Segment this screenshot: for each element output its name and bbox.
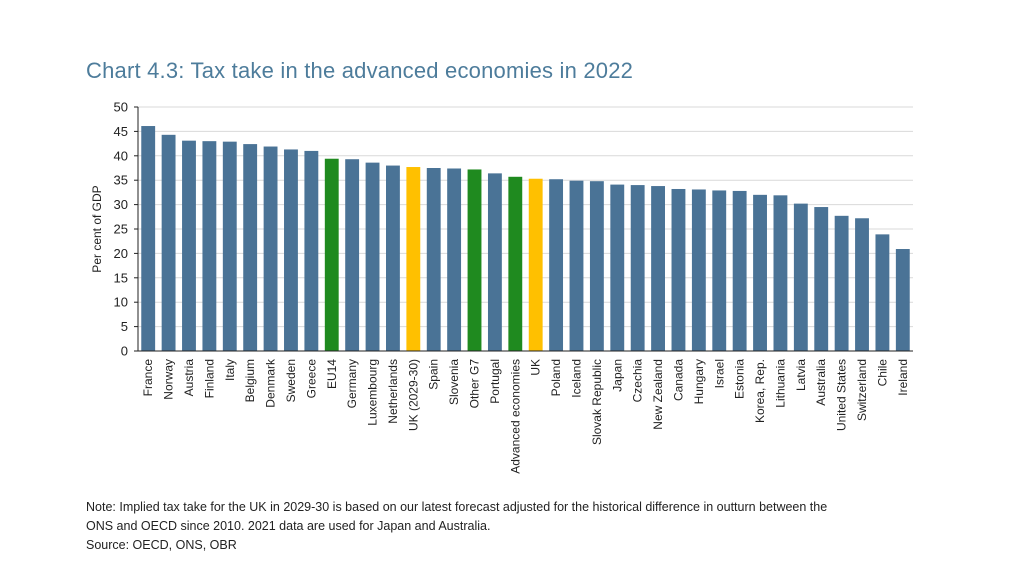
x-tick-label: Austria [182,359,196,397]
x-tick-label: Korea, Rep. [753,359,767,423]
y-axis-title: Per cent of GDP [90,185,104,272]
x-tick-label: Finland [202,359,216,398]
y-tick-label: 5 [121,319,128,334]
bar [651,186,665,351]
x-tick-label: Greece [304,359,318,399]
x-tick-label: Netherlands [386,359,400,424]
bar [386,165,400,351]
bar [753,194,767,351]
x-tick-label: Sweden [284,359,298,402]
x-tick-label: Norway [162,359,176,400]
chart-notes: Note: Implied tax take for the UK in 202… [86,498,926,555]
bar [182,140,196,351]
x-tick-label: Slovak Republic [590,359,604,445]
x-tick-label: Slovenia [447,359,461,405]
bar [345,159,360,351]
x-tick-label: Japan [610,359,624,392]
y-tick-label: 45 [114,124,128,139]
x-tick-label: Ireland [896,359,910,396]
x-tick-label: Other G7 [468,359,482,409]
bar [630,185,645,351]
axis-labels: 0 5 10 15 20 25 30 35 40 45 50 France Norway Austria F… [114,100,910,474]
source-line: Source: OECD, ONS, OBR [86,538,237,552]
bars [141,126,910,351]
x-tick-label: Chile [875,359,889,387]
bar [732,190,747,351]
x-tick-label: Iceland [569,359,583,398]
bar [141,126,156,351]
x-tick-label: Portugal [488,359,502,404]
y-tick-label: 15 [114,270,128,285]
y-tick-label: 35 [114,173,128,188]
bar [263,146,278,351]
chart-title: Chart 4.3: Tax take in the advanced econ… [86,58,634,83]
bar [508,176,523,351]
x-tick-label: Canada [671,359,685,401]
x-tick-label: Lithuania [773,359,787,408]
x-tick-label: Poland [549,359,563,396]
bar [875,234,890,351]
y-tick-label: 30 [114,197,128,212]
x-tick-label: Czechia [631,359,645,403]
bar [528,178,543,351]
bar [467,169,482,351]
bar [773,195,788,351]
bar [691,189,706,351]
x-tick-label: Hungary [692,359,706,404]
y-tick-label: 25 [114,222,128,237]
bar [202,141,217,351]
bar [406,167,421,351]
x-tick-label: Switzerland [855,359,869,421]
bar [549,179,564,351]
x-tick-label: EU14 [325,359,339,389]
bar [243,144,258,351]
x-tick-label: France [141,359,155,397]
bar [712,190,727,351]
note-line-1: Note: Implied tax take for the UK in 202… [86,500,828,514]
y-tick-label: 10 [114,295,128,310]
x-tick-label: Luxembourg [366,359,380,426]
bar [426,168,441,351]
y-tick-label: 40 [114,148,128,163]
bar [304,150,319,351]
y-tick-label: 50 [114,100,128,115]
y-tick-label: 20 [114,246,128,261]
x-tick-label: Denmark [264,358,278,408]
bar [324,158,339,351]
bar [834,215,849,351]
bar [365,162,380,351]
bar [895,249,910,351]
bar [610,184,625,351]
bar [855,218,869,351]
x-tick-label: Germany [345,359,359,408]
axes [134,106,913,352]
bar [284,149,298,351]
note-line-2: ONS and OECD since 2010. 2021 data are u… [86,519,491,533]
x-tick-label: UK (2029-30) [406,359,420,431]
bar [569,180,584,351]
x-tick-label: UK [529,359,543,376]
x-tick-label: Italy [223,359,237,381]
x-tick-label: Advanced economies [508,359,522,474]
x-tick-label: Estonia [733,359,747,399]
x-tick-label: Spain [427,359,441,390]
x-tick-label: Australia [814,359,828,406]
bar [487,173,502,351]
x-tick-label: Belgium [243,359,257,402]
x-tick-label: United States [835,359,849,431]
bar [161,134,176,351]
bar [222,141,237,351]
bar [447,168,462,351]
bar [589,181,604,351]
bar [671,188,686,351]
x-tick-label: Israel [712,359,726,388]
x-tick-label: Latvia [794,359,808,391]
bar [814,207,829,351]
y-tick-label: 0 [121,344,128,359]
bar [793,203,808,351]
x-tick-label: New Zealand [651,359,665,430]
